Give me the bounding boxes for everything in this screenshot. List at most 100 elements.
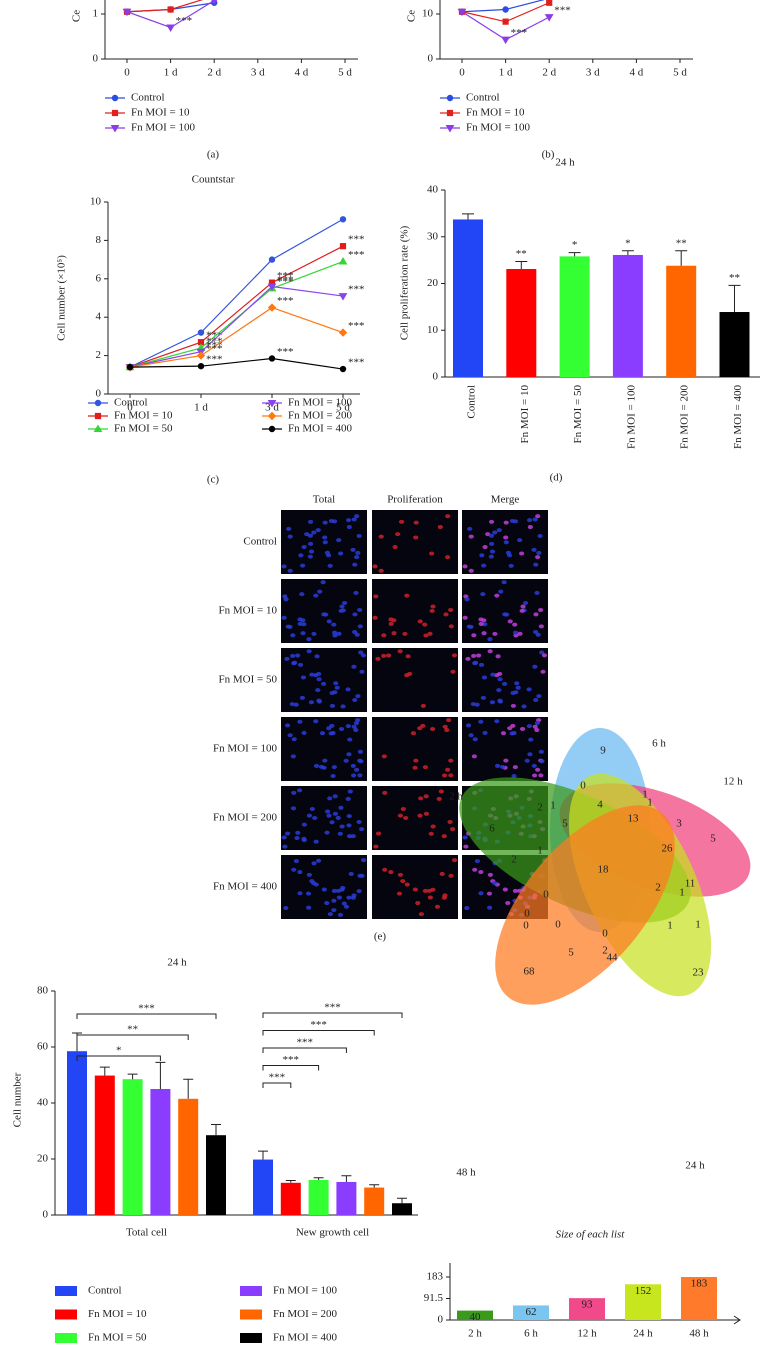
bar: [513, 1305, 549, 1320]
cell: [539, 759, 545, 764]
cell: [331, 630, 338, 635]
cell: [538, 607, 544, 612]
cell: [489, 541, 495, 546]
venn-region-count: 0: [580, 780, 586, 792]
cell: [462, 564, 468, 569]
cell: [295, 830, 301, 835]
venn-region-count: 18: [598, 864, 610, 876]
chart-title: 24 h: [167, 957, 187, 969]
cell: [495, 654, 501, 659]
cell: [346, 752, 352, 757]
bar: [206, 1135, 226, 1215]
x-tick-label: Fn MOI = 200: [679, 385, 691, 449]
cell: [474, 859, 480, 864]
bar-value-label: 93: [582, 1299, 594, 1311]
cell: [354, 767, 360, 772]
cell: [299, 592, 305, 597]
cell: [536, 694, 542, 699]
y-tick-label: 0: [428, 53, 434, 65]
cell: [497, 671, 503, 676]
cell: [471, 754, 477, 759]
cell: [538, 773, 544, 778]
cell: [343, 758, 349, 763]
cell: [301, 545, 307, 550]
cell: [400, 879, 406, 884]
significance-label: ***: [348, 234, 365, 246]
x-tick-label: 0: [459, 67, 465, 79]
cell: [532, 664, 538, 669]
cell: [350, 895, 356, 900]
cell: [325, 553, 332, 558]
cell: [500, 731, 507, 736]
cell: [382, 790, 388, 795]
cell: [464, 597, 470, 602]
cell: [309, 672, 315, 677]
cell: [429, 551, 435, 556]
venn-region-count: 68: [524, 966, 536, 978]
cell: [481, 618, 487, 623]
cell: [291, 790, 297, 795]
row-label: Fn MOI = 400: [213, 881, 277, 893]
cell: [326, 813, 332, 818]
cell: [527, 525, 533, 530]
cell: [541, 653, 548, 658]
venn-region-count: 2: [511, 854, 517, 866]
cell: [478, 719, 484, 724]
cell: [317, 589, 323, 594]
cell: [438, 789, 444, 794]
cell: [520, 604, 526, 609]
chart-title: Size of each list: [556, 1229, 626, 1241]
data-point: [167, 6, 174, 13]
cell: [309, 806, 315, 811]
cell: [290, 754, 296, 759]
cell: [381, 633, 387, 638]
legend-label: Fn MOI = 10: [131, 107, 190, 119]
micrograph-image: [372, 510, 458, 574]
cell: [451, 653, 458, 658]
significance-label: ***: [138, 1003, 155, 1015]
x-tick-label: 6 h: [524, 1328, 538, 1340]
data-point: [166, 24, 175, 32]
cell: [311, 530, 317, 535]
error-bar: [341, 1175, 352, 1182]
cell: [481, 563, 487, 568]
cell: [352, 629, 358, 634]
cell: [345, 796, 351, 801]
cell: [315, 858, 322, 863]
cell: [501, 580, 507, 585]
legend-swatch: [55, 1333, 77, 1343]
cell: [509, 518, 516, 523]
cell: [323, 612, 329, 617]
venn-set-label: 2 h: [449, 791, 463, 803]
data-point: [338, 328, 348, 337]
x-tick-label: 4 d: [630, 67, 644, 79]
legend-label: Fn MOI = 50: [114, 423, 173, 435]
cell: [382, 867, 388, 872]
cell: [532, 724, 538, 729]
venn-region-count: 13: [628, 813, 640, 825]
cell: [352, 562, 358, 567]
bar: [569, 1298, 605, 1320]
error-bar: [462, 213, 474, 220]
cell: [517, 538, 523, 543]
error-bar: [258, 1150, 268, 1160]
venn-region-count: 26: [662, 843, 674, 855]
cell: [443, 612, 449, 617]
y-tick-label: 183: [427, 1271, 444, 1283]
cell: [536, 550, 542, 555]
cell: [412, 765, 418, 770]
cell: [479, 553, 485, 558]
cell: [346, 814, 352, 819]
series-line: [129, 245, 344, 368]
cell: [332, 794, 338, 799]
cell: [298, 553, 304, 558]
y-tick-label: 0: [433, 371, 439, 383]
significance-label: ***: [277, 276, 294, 288]
cell: [446, 718, 452, 723]
legend-label: Fn MOI = 200: [273, 1308, 337, 1320]
cell: [358, 759, 364, 764]
cell: [526, 687, 532, 692]
cell: [386, 653, 392, 658]
cell: [295, 653, 301, 658]
cell: [437, 525, 443, 530]
